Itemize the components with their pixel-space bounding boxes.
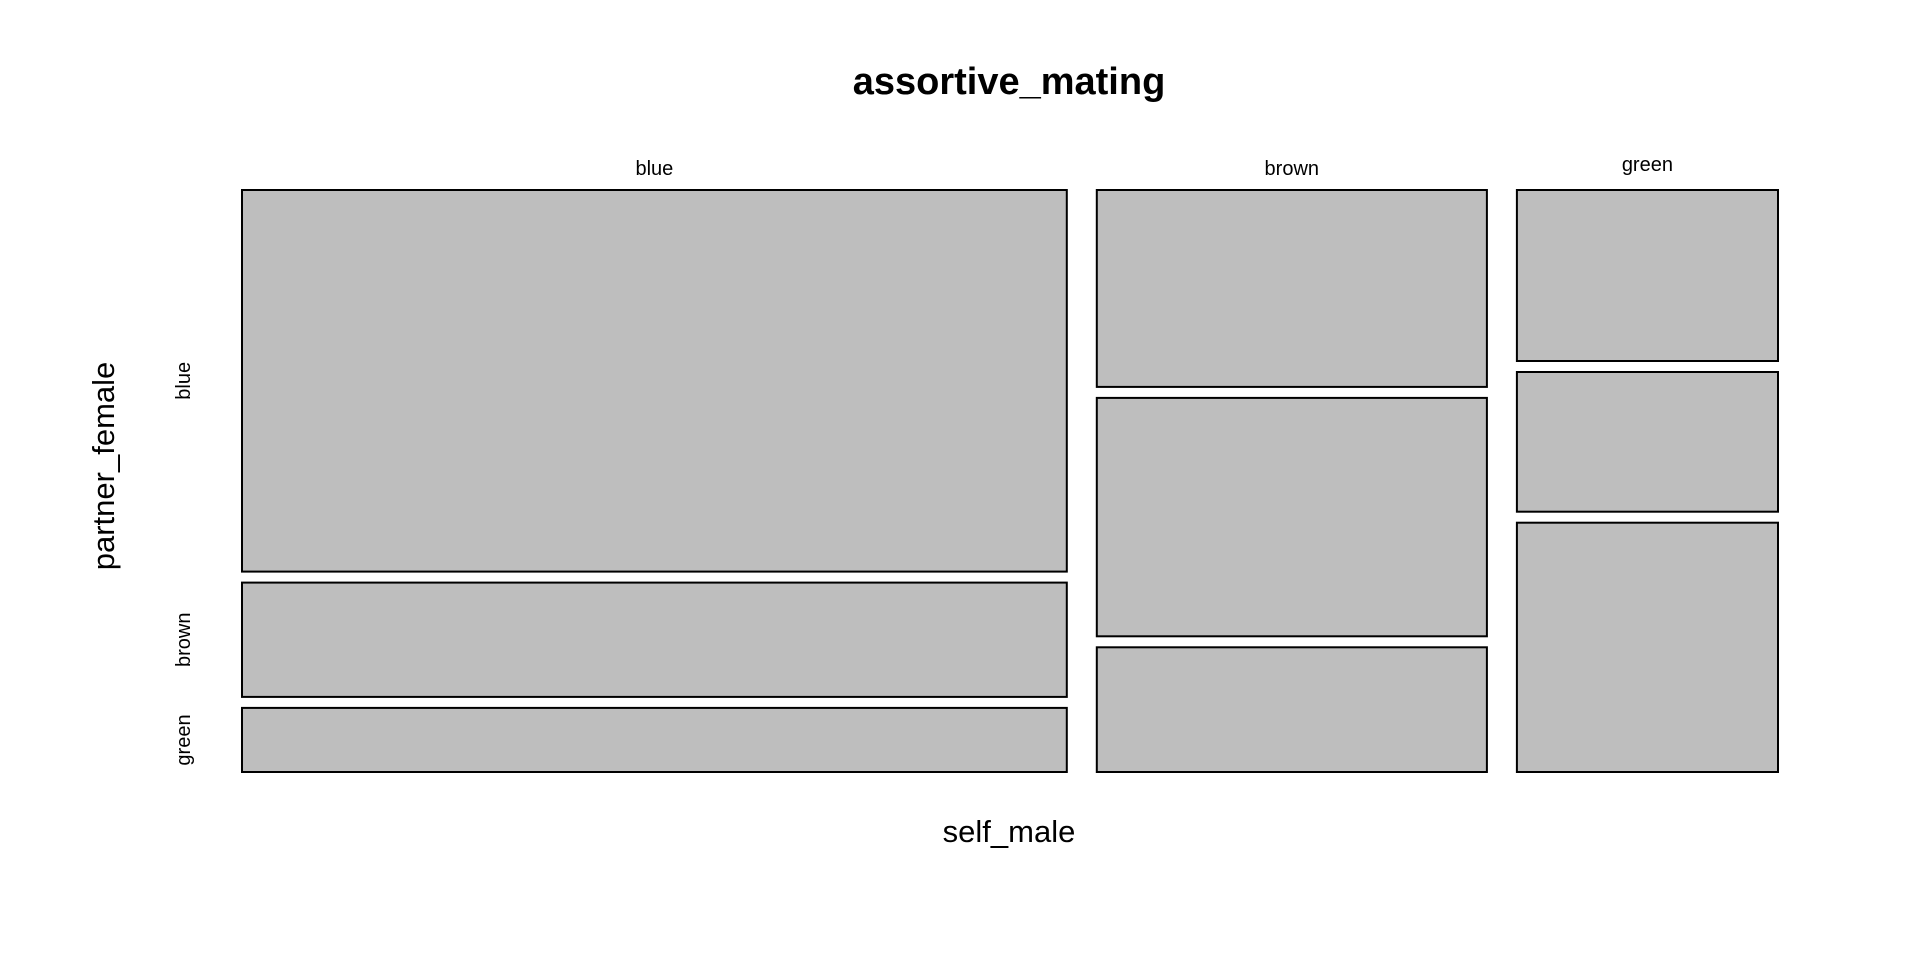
- tile-green-brown: [1515, 371, 1780, 513]
- y-axis-title: partner_female: [86, 362, 121, 571]
- x-axis-title: self_male: [943, 814, 1076, 849]
- tile-blue-brown: [241, 581, 1068, 698]
- tile-green-blue: [1515, 189, 1780, 362]
- tile-green-green: [1515, 521, 1780, 774]
- tile-brown-green: [1095, 646, 1488, 773]
- chart-title: assortive_mating: [853, 61, 1166, 103]
- y-tick-label-green: green: [173, 714, 195, 765]
- y-tick-label-blue: blue: [173, 362, 195, 400]
- x-tick-labels: blue brown green: [635, 154, 1672, 180]
- y-tick-labels: blue brown green: [173, 362, 195, 766]
- tile-brown-brown: [1095, 396, 1488, 638]
- mosaic-tiles: [241, 189, 1780, 774]
- tile-brown-blue: [1095, 189, 1488, 388]
- x-tick-label-brown: brown: [1265, 158, 1319, 180]
- tile-blue-green: [241, 706, 1068, 774]
- tile-blue-blue: [241, 189, 1068, 573]
- x-tick-label-blue: blue: [635, 158, 673, 180]
- x-tick-label-green: green: [1622, 154, 1673, 176]
- y-tick-label-brown: brown: [173, 613, 195, 667]
